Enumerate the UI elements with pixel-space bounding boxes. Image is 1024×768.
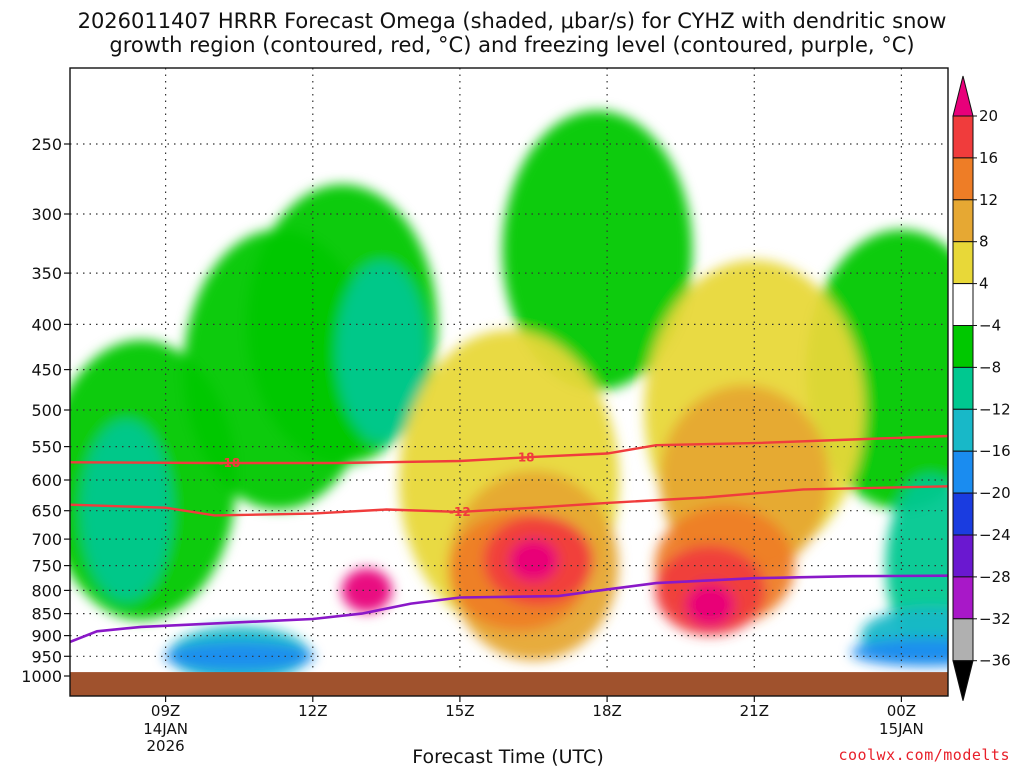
colorbar-label--28: −28	[979, 568, 1011, 586]
isotherm-line--18	[70, 434, 948, 465]
colorbar-label--8: −8	[979, 358, 1001, 376]
colorbar-bottom-arrow	[952, 660, 974, 701]
ytick-label-850: 850	[31, 605, 62, 624]
colorbar-label-12: 12	[979, 191, 998, 209]
ytick-label-250: 250	[31, 135, 62, 154]
colorbar-box--4--8	[952, 325, 974, 368]
omega-region-8-1	[341, 568, 392, 613]
colorbar-box--24--28	[952, 534, 974, 578]
xtick-sublabel-00Z-0: 15JAN	[879, 720, 924, 738]
isotherm-label--12-0: -12	[449, 505, 471, 519]
colorbar-label--16: −16	[979, 442, 1011, 460]
colorbar-box-16-12	[952, 157, 974, 201]
omega-region-8-0	[508, 538, 559, 583]
colorbar-box--28--32	[952, 576, 974, 620]
colorbar-box--12--16	[952, 408, 974, 452]
isotherm-line--12	[70, 485, 948, 517]
colorbar-label-8: 8	[979, 233, 989, 251]
x-axis-label: Forecast Time (UTC)	[412, 746, 604, 768]
xtick-label-12Z: 12Z	[298, 702, 327, 720]
ytick-label-750: 750	[31, 557, 62, 576]
ytick-label-500: 500	[31, 401, 62, 420]
ytick-label-300: 300	[31, 205, 62, 224]
omega-shading	[70, 110, 948, 683]
xtick-label-18Z: 18Z	[592, 702, 621, 720]
ytick-label-800: 800	[31, 581, 62, 600]
omega-region-1-0	[81, 420, 172, 601]
omega-region-0-3	[502, 110, 693, 391]
ytick-label-1000: 1000	[21, 667, 62, 686]
colorbar-box-8-4	[952, 241, 974, 285]
omega-region-8-2	[685, 582, 736, 627]
pressure-axis: 250 300 350 400 450 500 550 600 650 700 750 800 850 9…	[21, 135, 70, 686]
colorbar-box--32--36	[952, 618, 974, 662]
xtick-label-09Z: 09Z	[151, 702, 180, 720]
ytick-label-900: 900	[31, 627, 62, 646]
ytick-label-450: 450	[31, 361, 62, 380]
omega-region-1-1	[336, 262, 427, 443]
freezing-level-line	[70, 574, 948, 644]
ground-surface	[70, 672, 948, 696]
colorbar-box-12-8	[952, 199, 974, 243]
chart-title-line1: 2026011407 HRRR Forecast Omega (shaded, …	[77, 9, 947, 33]
colorbar-box--8--12	[952, 366, 974, 410]
colorbar-label--20: −20	[979, 484, 1011, 502]
isotherm-label--18-0: -18	[219, 456, 241, 470]
ytick-label-600: 600	[31, 471, 62, 490]
ytick-label-350: 350	[31, 264, 62, 283]
xtick-label-15Z: 15Z	[445, 702, 474, 720]
plot-area: -18 -18 -12	[70, 68, 948, 696]
ytick-label-950: 950	[31, 647, 62, 666]
colorbar-label--12: −12	[979, 400, 1011, 418]
colorbar-label-16: 16	[979, 149, 998, 167]
xtick-label-00Z: 00Z	[887, 702, 916, 720]
ytick-label-400: 400	[31, 315, 62, 334]
omega-region-3-1	[850, 638, 948, 667]
colorbar-box-4--4	[952, 283, 974, 327]
ytick-label-650: 650	[31, 502, 62, 521]
colorbar-top-arrow	[952, 75, 974, 117]
plot-frame	[69, 67, 949, 697]
xtick-label-21Z: 21Z	[740, 702, 769, 720]
colorbar-label--36: −36	[979, 652, 1011, 670]
colorbar-box--20--24	[952, 492, 974, 536]
omega-colorbar: 20 16 12 8 4 −4 −8 −12 −16 −20 −24 −28 −32 −36	[952, 75, 1011, 701]
isotherm-contours: -18 -18 -12	[70, 434, 948, 644]
colorbar-label--4: −4	[979, 317, 1001, 335]
colorbar-box--16--20	[952, 450, 974, 494]
xtick-sublabel-09Z-0: 14JAN	[143, 720, 188, 738]
colorbar-label-20: 20	[979, 107, 998, 125]
source-credit: coolwx.com/modelts	[838, 746, 1010, 764]
colorbar-label--32: −32	[979, 610, 1011, 628]
chart-title-line2: growth region (contoured, red, °C) and f…	[109, 33, 915, 57]
colorbar-label--24: −24	[979, 526, 1011, 544]
ytick-label-550: 550	[31, 438, 62, 457]
isotherm-label--18-1: -18	[513, 450, 535, 464]
ytick-label-700: 700	[31, 530, 62, 549]
colorbar-label-4: 4	[979, 275, 989, 293]
grid-lines	[70, 68, 948, 696]
colorbar-box-20-16	[952, 115, 974, 159]
xtick-sublabel-09Z-1: 2026	[147, 737, 185, 755]
